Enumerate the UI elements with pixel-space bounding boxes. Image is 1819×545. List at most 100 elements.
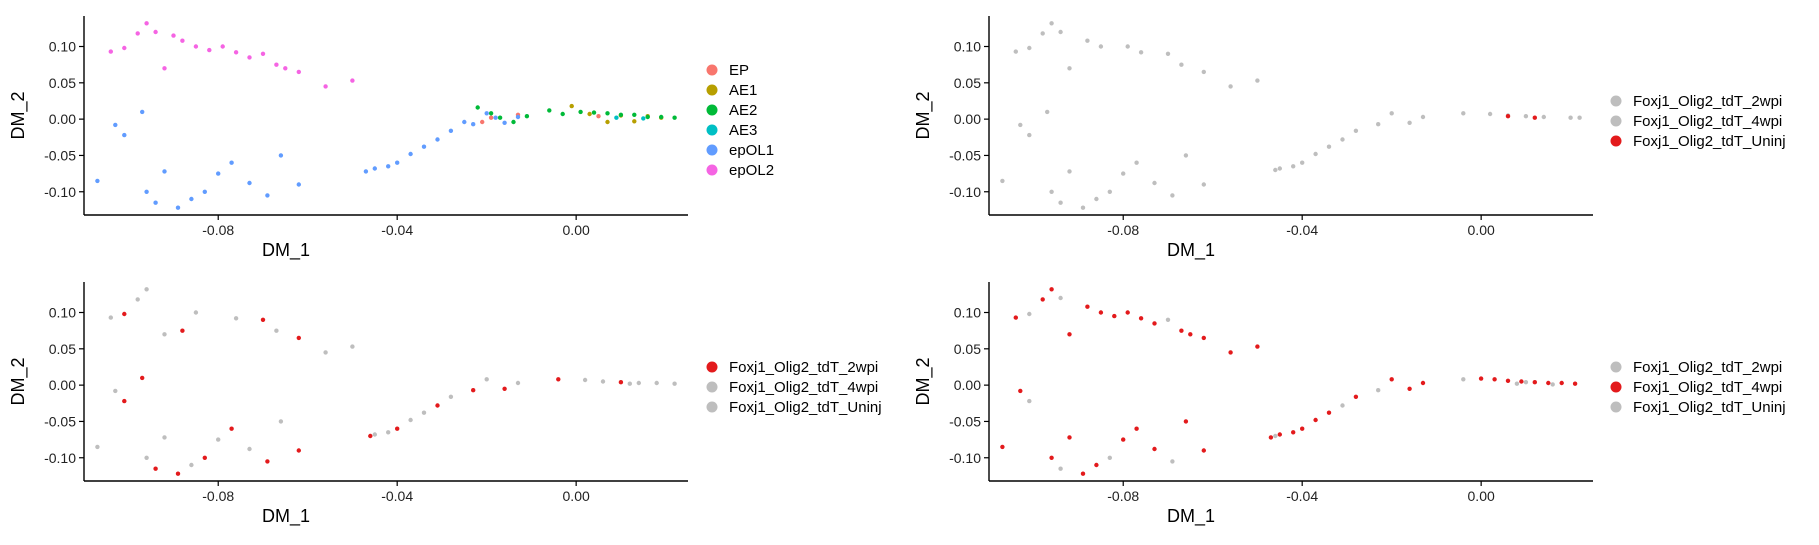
y-tick-label: 0.05 bbox=[954, 341, 981, 357]
data-point bbox=[1049, 455, 1054, 460]
data-point bbox=[578, 109, 583, 115]
legend-label: EP bbox=[729, 62, 749, 79]
data-point bbox=[515, 114, 521, 120]
data-point bbox=[1407, 386, 1412, 391]
data-point bbox=[1353, 394, 1359, 399]
data-point bbox=[1058, 29, 1063, 35]
data-point bbox=[171, 33, 176, 38]
data-point bbox=[323, 350, 328, 355]
data-point bbox=[1125, 310, 1130, 315]
data-point bbox=[1000, 444, 1005, 450]
y-tick-label: -0.10 bbox=[44, 450, 76, 466]
data-point bbox=[502, 386, 507, 391]
data-point bbox=[493, 115, 498, 120]
data-point bbox=[471, 122, 476, 127]
scatter-panel-2: -0.08 -0.04 0.00 0.10 0.05 0.00 -0.05 -0.10 DM_1… bbox=[913, 16, 1786, 261]
legend-label: Foxj1_Olig2_tdT_4wpi bbox=[1633, 113, 1782, 130]
data-point bbox=[1201, 335, 1207, 341]
data-point bbox=[556, 377, 561, 382]
x-tick-label: -0.08 bbox=[1107, 488, 1139, 504]
data-point bbox=[274, 62, 279, 67]
legend-key bbox=[706, 64, 718, 76]
data-point bbox=[216, 171, 221, 176]
data-point bbox=[216, 437, 221, 442]
data-point bbox=[247, 180, 252, 186]
legend-label: Foxj1_Olig2_tdT_Uninj bbox=[729, 399, 882, 416]
data-point bbox=[1107, 455, 1113, 460]
y-tick-label: -0.10 bbox=[949, 450, 981, 466]
y-axis-title: DM_2 bbox=[8, 357, 29, 405]
data-point bbox=[1045, 109, 1050, 115]
legend-label: epOL2 bbox=[729, 162, 774, 179]
data-point bbox=[1067, 332, 1072, 337]
data-point bbox=[144, 455, 149, 460]
data-point bbox=[1478, 376, 1484, 381]
y-tick-label: 0.10 bbox=[49, 305, 76, 321]
data-point bbox=[363, 169, 369, 174]
legend-label: AE2 bbox=[729, 102, 757, 119]
x-tick-label: 0.00 bbox=[1468, 222, 1495, 238]
legend: EP AE1 AE2 AE3 epOL1 epOL2 bbox=[706, 62, 774, 179]
data-point bbox=[1340, 403, 1345, 408]
data-point bbox=[1577, 115, 1582, 120]
data-point bbox=[1121, 171, 1126, 176]
data-point bbox=[1138, 50, 1144, 55]
data-point bbox=[1326, 410, 1332, 415]
data-point bbox=[1300, 426, 1305, 431]
data-point bbox=[175, 205, 181, 210]
scatter-panel-3: -0.08 -0.04 0.00 0.10 0.05 0.00 -0.05 -0.10 DM_1… bbox=[8, 282, 882, 527]
data-point bbox=[1228, 84, 1233, 89]
data-point bbox=[1179, 62, 1184, 67]
y-tick-label: -0.10 bbox=[44, 184, 76, 200]
data-point bbox=[283, 66, 288, 71]
legend-label: AE1 bbox=[729, 82, 757, 99]
x-tick-label: -0.08 bbox=[202, 222, 234, 238]
data-point bbox=[488, 115, 494, 120]
data-point bbox=[202, 455, 207, 460]
data-point bbox=[632, 119, 637, 124]
data-point bbox=[1559, 380, 1564, 386]
data-point bbox=[421, 410, 427, 415]
data-point bbox=[435, 137, 440, 142]
data-point bbox=[1165, 51, 1171, 56]
data-point bbox=[1121, 437, 1126, 442]
data-point bbox=[233, 50, 239, 55]
y-tick-label: -0.05 bbox=[949, 413, 981, 429]
data-point bbox=[122, 398, 127, 404]
data-point bbox=[1407, 120, 1412, 126]
data-point bbox=[1519, 379, 1524, 384]
data-point bbox=[193, 44, 199, 49]
data-point bbox=[1505, 114, 1511, 119]
data-point bbox=[1067, 169, 1072, 174]
data-point bbox=[153, 29, 158, 35]
data-point bbox=[1040, 31, 1045, 36]
data-point bbox=[1067, 66, 1072, 71]
data-point bbox=[296, 448, 301, 453]
data-point bbox=[233, 316, 239, 321]
data-point bbox=[1165, 317, 1171, 322]
data-point bbox=[1313, 417, 1318, 423]
data-point bbox=[372, 166, 377, 171]
x-tick-label: -0.04 bbox=[1286, 222, 1318, 238]
legend-key bbox=[1610, 381, 1622, 393]
data-point bbox=[1420, 114, 1426, 120]
data-point bbox=[1134, 160, 1139, 165]
legend-key bbox=[1610, 135, 1622, 147]
legend: Foxj1_Olig2_tdT_2wpi Foxj1_Olig2_tdT_4wpi… bbox=[1610, 359, 1786, 416]
y-axis-title: DM_2 bbox=[913, 357, 934, 405]
data-point bbox=[1273, 167, 1278, 173]
data-point bbox=[1523, 380, 1529, 385]
data-point bbox=[260, 51, 266, 56]
data-point bbox=[1183, 419, 1189, 424]
data-points bbox=[95, 21, 677, 210]
legend: Foxj1_Olig2_tdT_2wpi Foxj1_Olig2_tdT_4wpi… bbox=[706, 359, 882, 416]
data-point bbox=[108, 49, 114, 54]
data-point bbox=[350, 78, 355, 83]
y-tick-label: -0.05 bbox=[949, 147, 981, 163]
legend-key bbox=[706, 104, 718, 116]
data-point bbox=[144, 189, 149, 194]
data-point bbox=[448, 394, 454, 399]
data-point bbox=[202, 189, 207, 194]
data-points bbox=[1000, 21, 1582, 210]
data-point bbox=[1049, 287, 1054, 292]
